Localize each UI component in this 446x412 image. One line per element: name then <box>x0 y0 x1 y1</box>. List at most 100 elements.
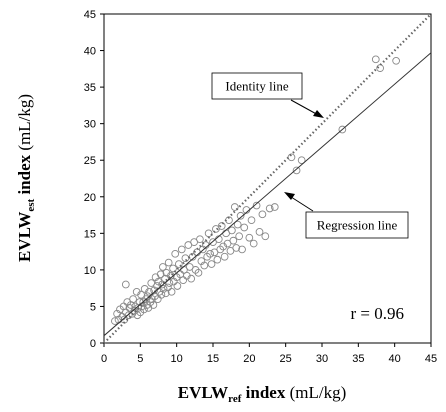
y-tick-label: 25 <box>84 155 96 167</box>
data-point <box>194 268 203 277</box>
data-point <box>159 263 167 271</box>
regression-arrowhead <box>284 192 295 200</box>
data-point <box>247 216 256 225</box>
x-axis-title: EVLWref index (mL/kg) <box>178 383 346 405</box>
data-point <box>228 226 236 235</box>
axis-ticks <box>100 13 432 347</box>
data-point <box>156 270 165 279</box>
data-point <box>245 233 254 242</box>
data-point <box>206 249 214 258</box>
plot-frame <box>103 13 432 344</box>
data-point <box>252 201 261 210</box>
y-tick-label: 40 <box>84 46 96 58</box>
data-point <box>149 301 158 309</box>
data-point <box>371 55 380 64</box>
data-point <box>213 255 222 264</box>
identity-label-box <box>211 72 303 100</box>
y-tick-label: 10 <box>84 265 96 277</box>
data-point <box>133 311 142 320</box>
y-axis-title-main: EVLW <box>15 212 34 262</box>
data-point <box>261 232 270 241</box>
r-value: r = 0.96 <box>351 304 405 323</box>
data-point <box>148 295 156 303</box>
axis-tick-labels: 0 5 10 15 20 25 30 35 40 45 0 5 10 15 20 25 30 35 40 45 <box>84 9 437 365</box>
y-axis-title-bold: index <box>15 154 34 198</box>
regression-label: Regression line <box>317 218 398 233</box>
data-point <box>177 245 186 254</box>
x-tick-label: 0 <box>101 353 107 365</box>
data-point <box>191 266 200 274</box>
data-point <box>171 249 180 258</box>
data-point <box>173 282 182 290</box>
y-tick-label: 5 <box>90 301 96 313</box>
data-point <box>207 260 216 268</box>
data-point <box>196 235 204 244</box>
data-point <box>287 153 296 162</box>
identity-label: Identity line <box>225 79 288 94</box>
data-point <box>229 236 238 245</box>
data-point <box>121 280 130 289</box>
data-point <box>124 311 133 320</box>
x-tick-label: 25 <box>280 353 292 365</box>
x-axis-title-main: EVLW <box>178 383 228 402</box>
data-point <box>265 204 274 213</box>
data-point <box>181 254 190 263</box>
x-tick-label: 40 <box>389 353 401 365</box>
y-tick-label: 20 <box>84 192 96 204</box>
identity-arrowhead <box>313 110 324 118</box>
x-tick-label: 20 <box>243 353 255 365</box>
x-tick-label: 30 <box>316 353 328 365</box>
data-point <box>255 228 264 236</box>
data-point <box>249 239 258 248</box>
x-tick-label: 10 <box>171 353 183 365</box>
data-point <box>187 274 196 283</box>
x-axis-title-sub: ref <box>228 393 242 405</box>
y-tick-label: 30 <box>84 119 96 131</box>
data-point <box>164 258 173 267</box>
data-point <box>217 222 226 230</box>
data-point <box>200 261 209 270</box>
data-point <box>129 295 137 303</box>
data-point <box>236 211 245 220</box>
data-point <box>376 64 384 72</box>
data-point <box>270 203 279 211</box>
x-tick-label: 45 <box>425 353 437 365</box>
data-point <box>258 210 267 219</box>
x-axis-title-bold: index <box>241 383 285 402</box>
y-tick-label: 15 <box>84 228 96 240</box>
data-point <box>134 304 143 312</box>
y-axis-title: EVLWest index (mL/kg) <box>15 94 37 262</box>
y-tick-label: 45 <box>84 9 96 21</box>
data-point <box>167 287 176 296</box>
y-axis-title-unit: (mL/kg) <box>15 94 34 155</box>
data-point <box>204 229 213 238</box>
x-tick-label: 5 <box>137 353 143 365</box>
x-tick-label: 15 <box>207 353 219 365</box>
data-point <box>392 56 400 65</box>
data-point <box>238 245 246 254</box>
x-tick-label: 35 <box>352 353 364 365</box>
y-tick-label: 35 <box>84 82 96 94</box>
y-tick-label: 0 <box>90 338 96 350</box>
regression-line <box>103 52 432 337</box>
data-point <box>235 232 244 241</box>
regression-label-box <box>305 211 409 239</box>
data-point <box>297 156 306 165</box>
data-point <box>232 244 241 252</box>
y-axis-title-sub: est <box>25 198 37 211</box>
data-point <box>145 287 153 296</box>
data-point <box>233 220 242 229</box>
data-point <box>179 276 188 284</box>
data-point <box>338 125 347 134</box>
data-point <box>111 317 119 325</box>
data-point <box>216 245 225 254</box>
data-point <box>174 260 183 268</box>
data-point <box>292 166 301 175</box>
data-point <box>164 283 172 292</box>
data-point <box>203 252 212 261</box>
data-point <box>220 252 229 261</box>
data-point <box>159 285 168 293</box>
x-axis-title-unit: (mL/kg) <box>285 383 346 402</box>
data-point <box>230 203 239 211</box>
